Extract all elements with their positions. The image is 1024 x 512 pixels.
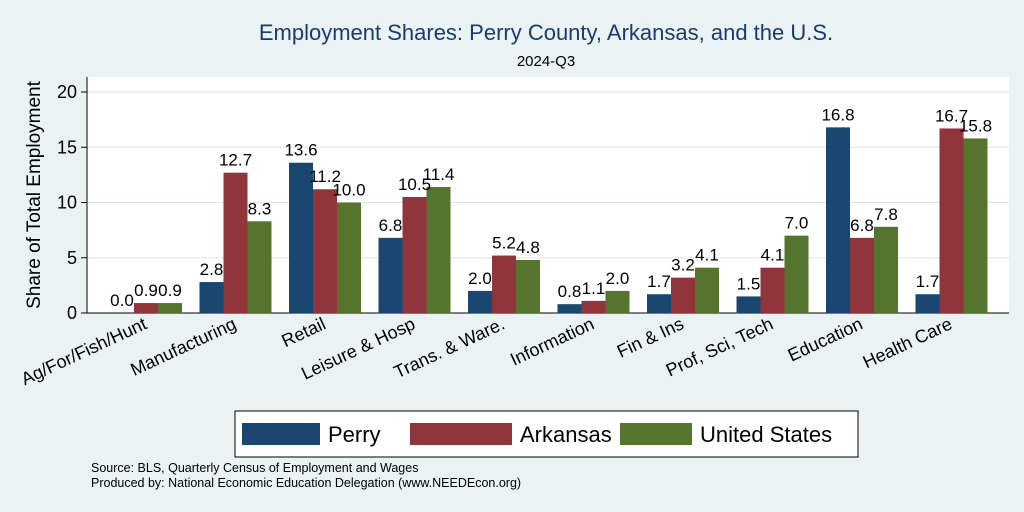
data-label: 4.1 [761, 246, 785, 265]
data-label: 10.5 [398, 175, 431, 194]
y-tick-label: 10 [57, 193, 77, 213]
bar-united-states [963, 138, 988, 313]
legend: Perry Arkansas United States [234, 410, 859, 458]
bar-arkansas [581, 300, 606, 313]
bar-arkansas [223, 172, 248, 313]
data-label: 2.0 [606, 269, 630, 288]
legend-swatch [410, 423, 512, 445]
produced-by-note: Produced by: National Economic Education… [91, 476, 521, 490]
data-label: 7.8 [874, 205, 898, 224]
data-label: 4.8 [516, 238, 540, 257]
data-label: 11.2 [309, 167, 341, 186]
bar-united-states [605, 290, 630, 313]
bar-arkansas [402, 196, 427, 313]
bar-perry [826, 127, 850, 313]
data-label: 6.8 [850, 216, 874, 235]
legend-swatch [242, 423, 320, 445]
bar-arkansas [134, 303, 158, 313]
bar-perry [915, 294, 940, 313]
bar-perry [468, 290, 492, 313]
chart-title: Employment Shares: Perry County, Arkansa… [259, 20, 833, 45]
chart-subtitle: 2024-Q3 [517, 53, 575, 70]
y-tick-label: 5 [67, 248, 77, 268]
data-label: 0.9 [158, 281, 182, 300]
data-label: 5.2 [492, 234, 516, 253]
legend-label: United States [700, 422, 832, 447]
bar-united-states [516, 259, 540, 313]
bar-perry [647, 294, 671, 313]
y-tick-label: 0 [67, 303, 77, 323]
bar-perry [378, 237, 403, 313]
y-tick-label: 15 [57, 137, 77, 157]
bar-arkansas [313, 189, 337, 313]
data-label: 16.8 [821, 105, 854, 124]
bar-arkansas [850, 237, 874, 313]
bar-perry [289, 162, 313, 313]
data-label: 1.7 [916, 272, 940, 291]
data-label: 1.1 [582, 279, 606, 298]
bar-united-states [874, 226, 898, 313]
bar-perry [199, 282, 224, 313]
data-label: 13.6 [284, 141, 317, 160]
y-axis-label: Share of Total Employment [24, 80, 45, 308]
source-note: Source: BLS, Quarterly Census of Employm… [91, 461, 418, 475]
data-label: 0.9 [134, 281, 158, 300]
data-label: 2.8 [200, 260, 224, 279]
data-label: 8.3 [248, 199, 272, 218]
data-label: 6.8 [379, 216, 403, 235]
bar-perry [736, 296, 761, 313]
data-label: 15.8 [959, 116, 992, 135]
data-label: 1.5 [737, 274, 761, 293]
data-label: 0.8 [558, 282, 582, 301]
data-label: 16.7 [935, 106, 968, 125]
value-labels: 0.00.9 0.92.812.78.313.611.210.06.810.511… [110, 105, 992, 310]
data-label: 4.1 [695, 246, 719, 265]
data-label: 0.0 [110, 291, 134, 310]
bar-united-states [337, 202, 361, 313]
data-label: 10.0 [332, 181, 365, 200]
legend-label: Perry [328, 422, 381, 447]
bar-arkansas [671, 277, 695, 313]
y-tick-label: 20 [57, 82, 77, 102]
bar-united-states [426, 187, 451, 313]
bar-arkansas [760, 267, 785, 313]
bar-united-states [158, 303, 182, 313]
legend-swatch [620, 423, 692, 445]
data-label: 2.0 [468, 269, 492, 288]
legend-box [234, 410, 859, 458]
bar-arkansas [492, 255, 516, 313]
data-label: 12.7 [219, 151, 252, 170]
data-label: 11.4 [423, 165, 455, 184]
bar-arkansas [939, 128, 964, 313]
bar-perry [557, 304, 582, 313]
bar-united-states [784, 235, 809, 313]
bar-united-states [247, 221, 272, 313]
data-label: 7.0 [785, 214, 809, 233]
bars [134, 127, 988, 313]
bar-united-states [695, 267, 719, 313]
data-label: 3.2 [671, 256, 695, 275]
data-label: 1.7 [647, 272, 671, 291]
legend-label: Arkansas [520, 422, 612, 447]
